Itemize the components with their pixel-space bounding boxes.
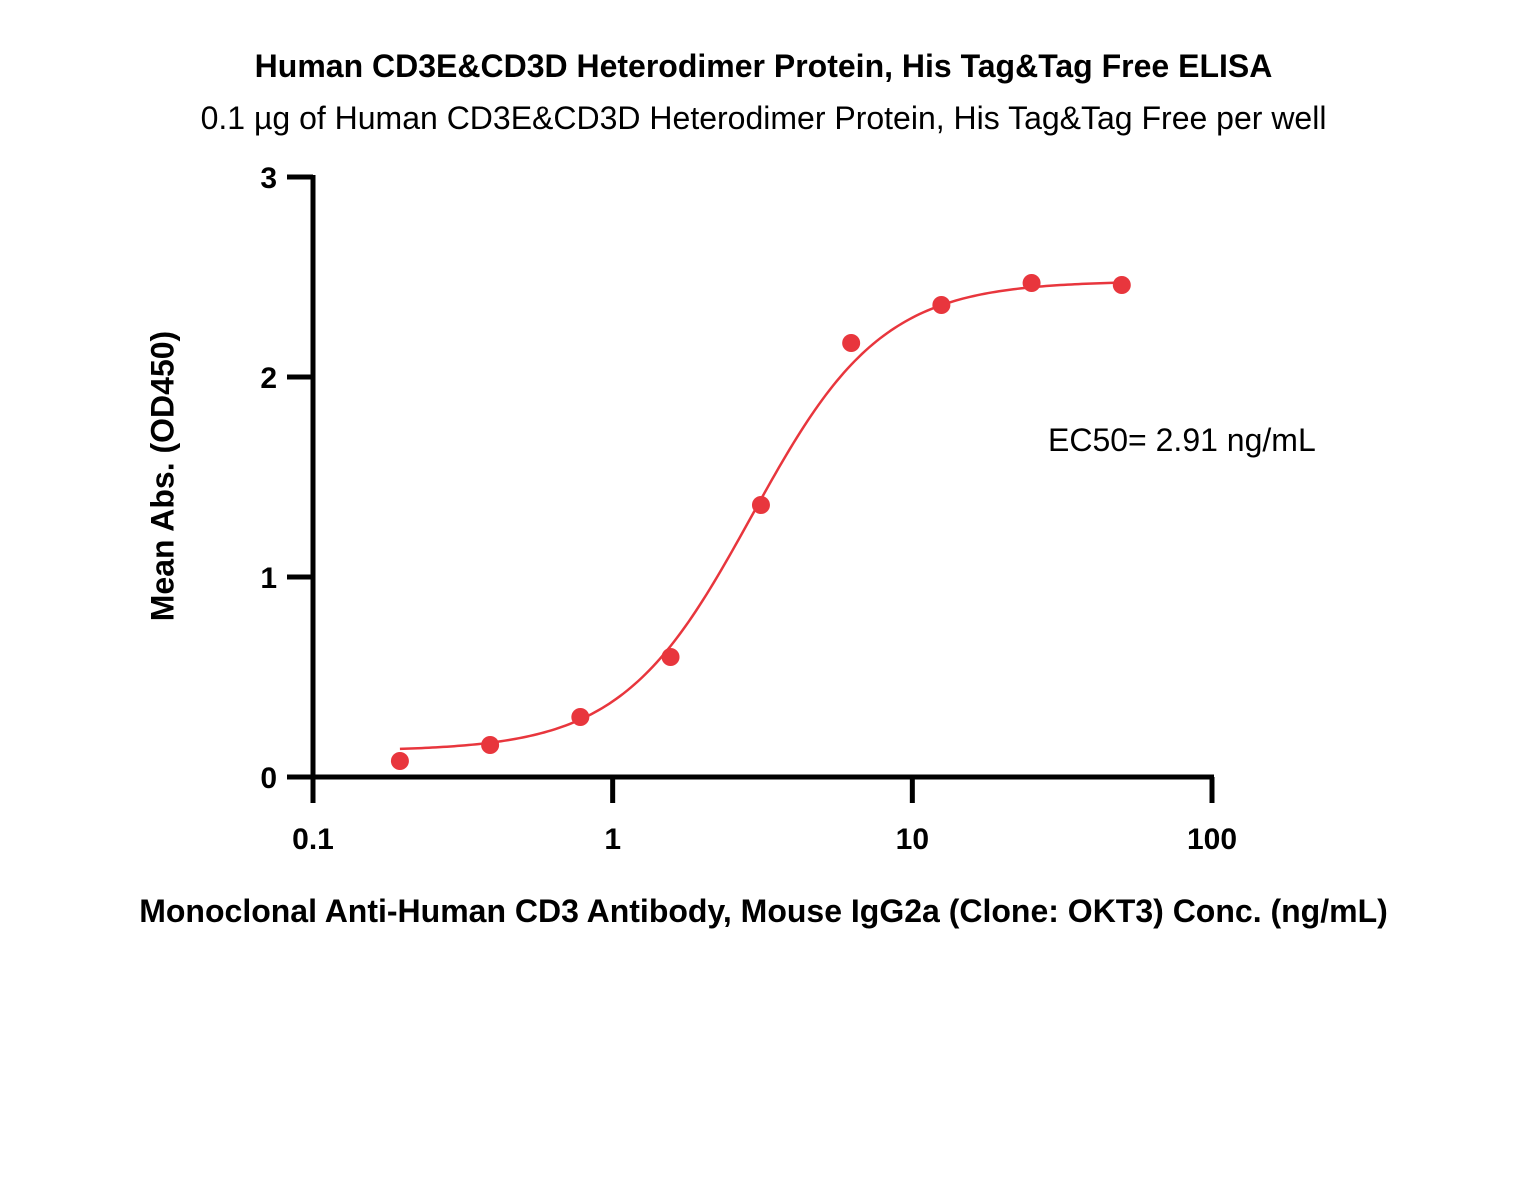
y-tick-label: 3 [260,162,277,195]
x-tick-label: 100 [1187,823,1237,856]
ec50-annotation: EC50= 2.91 ng/mL [1048,422,1316,458]
data-point [1022,274,1041,292]
fit-curve-line [399,281,1122,751]
chart-title: Human CD3E&CD3D Heterodimer Protein, His… [254,48,1273,84]
ticks: 0 1 2 3 0.1 1 10 100 [260,162,1237,856]
data-point [1112,276,1131,294]
y-tick-label: 0 [260,762,277,795]
chart-subtitle: 0.1 µg of Human CD3E&CD3D Heterodimer Pr… [200,100,1327,136]
data-point [842,334,861,352]
data-point [481,736,500,754]
x-tick-label: 10 [896,823,929,856]
data-point [661,648,680,666]
y-tick-label: 2 [260,362,277,395]
data-point [390,752,409,770]
x-axis-label: Monoclonal Anti-Human CD3 Antibody, Mous… [139,893,1388,929]
data-point [571,708,590,726]
axes [310,175,1214,780]
fit-curve-layer [399,281,1122,751]
x-tick-label: 1 [604,823,621,856]
data-points-layer [390,274,1131,770]
data-point [932,296,951,314]
y-tick-label: 1 [260,562,277,595]
data-point [751,496,770,514]
x-tick-label: 0.1 [292,823,334,856]
